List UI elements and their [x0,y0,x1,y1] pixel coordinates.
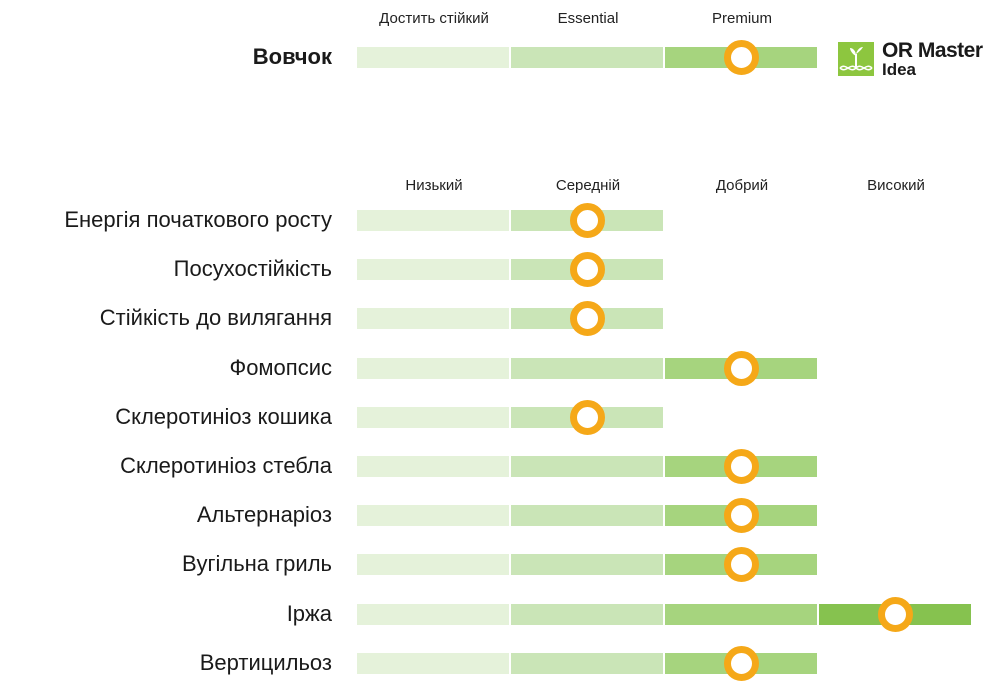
rating-bar [357,308,665,330]
rating-marker [723,40,759,75]
row-label: Склеротиніоз стебла [120,453,332,478]
rating-segment [357,505,509,527]
rating-segment [357,210,509,231]
rating-segment [511,47,663,68]
rating-marker [723,498,759,534]
category-header: Середній [555,177,621,194]
row-label: Вертицильоз [199,649,332,675]
rating-segment [357,456,509,477]
rating-bar [357,357,819,379]
rating-segment [357,357,509,379]
rating-bar [357,554,819,576]
rating-marker [569,203,605,238]
rating-segment [357,406,509,428]
rating-marker [723,645,759,681]
rating-segment [511,505,663,527]
row-label: Альтернаріоз [196,502,332,528]
rating-marker [723,547,759,583]
rating-bar [357,259,665,281]
category-header: Низький [405,177,463,194]
rating-segment [665,603,817,625]
rating-segment [357,652,509,674]
row-label: Стійкість до вилягання [99,305,332,331]
rating-segment [357,554,509,576]
row-label: Іржа [286,600,332,626]
rating-segment [511,603,663,625]
rating-segment [357,47,509,68]
logo-title: OR Master [882,39,983,62]
rating-segment [357,603,509,625]
rating-segment [511,652,663,674]
rating-segment [357,308,509,330]
category-header: Premium [711,10,772,27]
row-label: Енергія початкового росту [64,207,332,232]
category-header: Essential [557,10,619,27]
category-header: Добрий [715,177,769,194]
brand-logo: OR Master Idea [838,39,994,82]
rating-segment [511,456,663,477]
row-label: Склеротиніоз кошика [115,403,332,429]
rating-segment [511,554,663,576]
rating-segment [511,357,663,379]
row-label: Фомопсис [229,354,332,380]
category-header: Високий [867,177,925,194]
sprout-dna-icon [838,42,874,76]
rating-bar [357,603,973,625]
row-label: Посухостійкість [173,256,332,282]
rating-marker [877,596,913,632]
rating-bar [357,406,665,428]
rating-bar [357,210,665,231]
logo-subtitle: Idea [882,60,917,79]
rating-marker [569,399,605,435]
row-label: Вовчок [252,44,332,69]
rating-marker [723,449,759,484]
category-header: Достить стійкий [379,10,489,27]
rating-marker [569,301,605,337]
rating-marker [723,350,759,386]
rating-segment [357,259,509,281]
row-label: Вугільна гриль [182,551,332,577]
rating-marker [569,252,605,288]
